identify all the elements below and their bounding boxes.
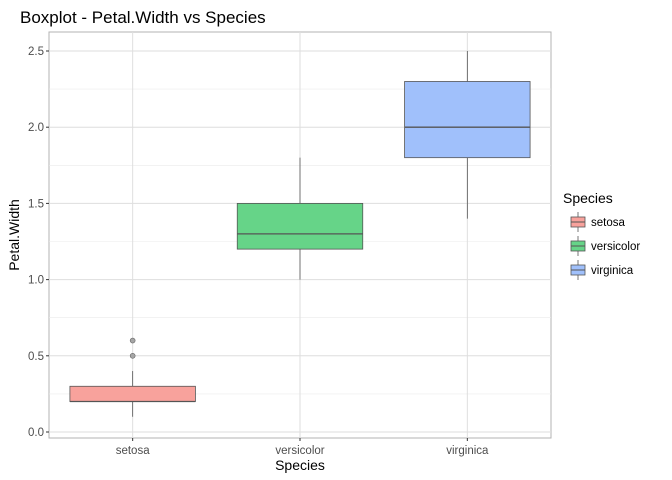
legend-item-virginica: virginica: [570, 260, 634, 280]
y-tick-label: 2.0: [28, 122, 44, 134]
chart-title: Boxplot - Petal.Width vs Species: [20, 8, 266, 27]
box-virginica: [404, 51, 531, 219]
y-tick-label: 2.5: [28, 46, 44, 58]
x-tick-label: virginica: [446, 445, 489, 457]
box-body: [236, 202, 364, 250]
y-axis-ticks: 0.0 0.5 1.0 1.5 2.0 2.5: [28, 46, 49, 439]
legend-title: Species: [563, 190, 613, 206]
box-body: [404, 81, 531, 159]
legend-label-virginica: virginica: [591, 265, 634, 277]
box-versicolor: [236, 157, 364, 280]
legend-item-setosa: setosa: [570, 212, 625, 232]
x-axis-ticks: setosa versicolor virginica: [116, 438, 489, 457]
outlier-point: [129, 352, 136, 359]
y-axis-title: Petal.Width: [6, 199, 22, 271]
x-tick-label: versicolor: [275, 445, 324, 457]
y-tick-label: 0.5: [28, 351, 44, 363]
x-axis-title: Species: [275, 457, 325, 473]
legend-label-versicolor: versicolor: [591, 241, 640, 253]
legend: Species setosa versicolor virginica: [563, 190, 640, 280]
x-tick-label: setosa: [116, 445, 150, 457]
outlier-point: [129, 337, 136, 344]
box-body: [69, 385, 196, 402]
y-tick-label: 1.5: [28, 198, 44, 210]
legend-label-setosa: setosa: [591, 217, 625, 229]
legend-item-versicolor: versicolor: [570, 236, 640, 256]
y-tick-label: 1.0: [28, 275, 44, 287]
y-tick-label: 0.0: [28, 427, 44, 439]
box-setosa: [69, 337, 196, 417]
boxes: [69, 51, 531, 417]
